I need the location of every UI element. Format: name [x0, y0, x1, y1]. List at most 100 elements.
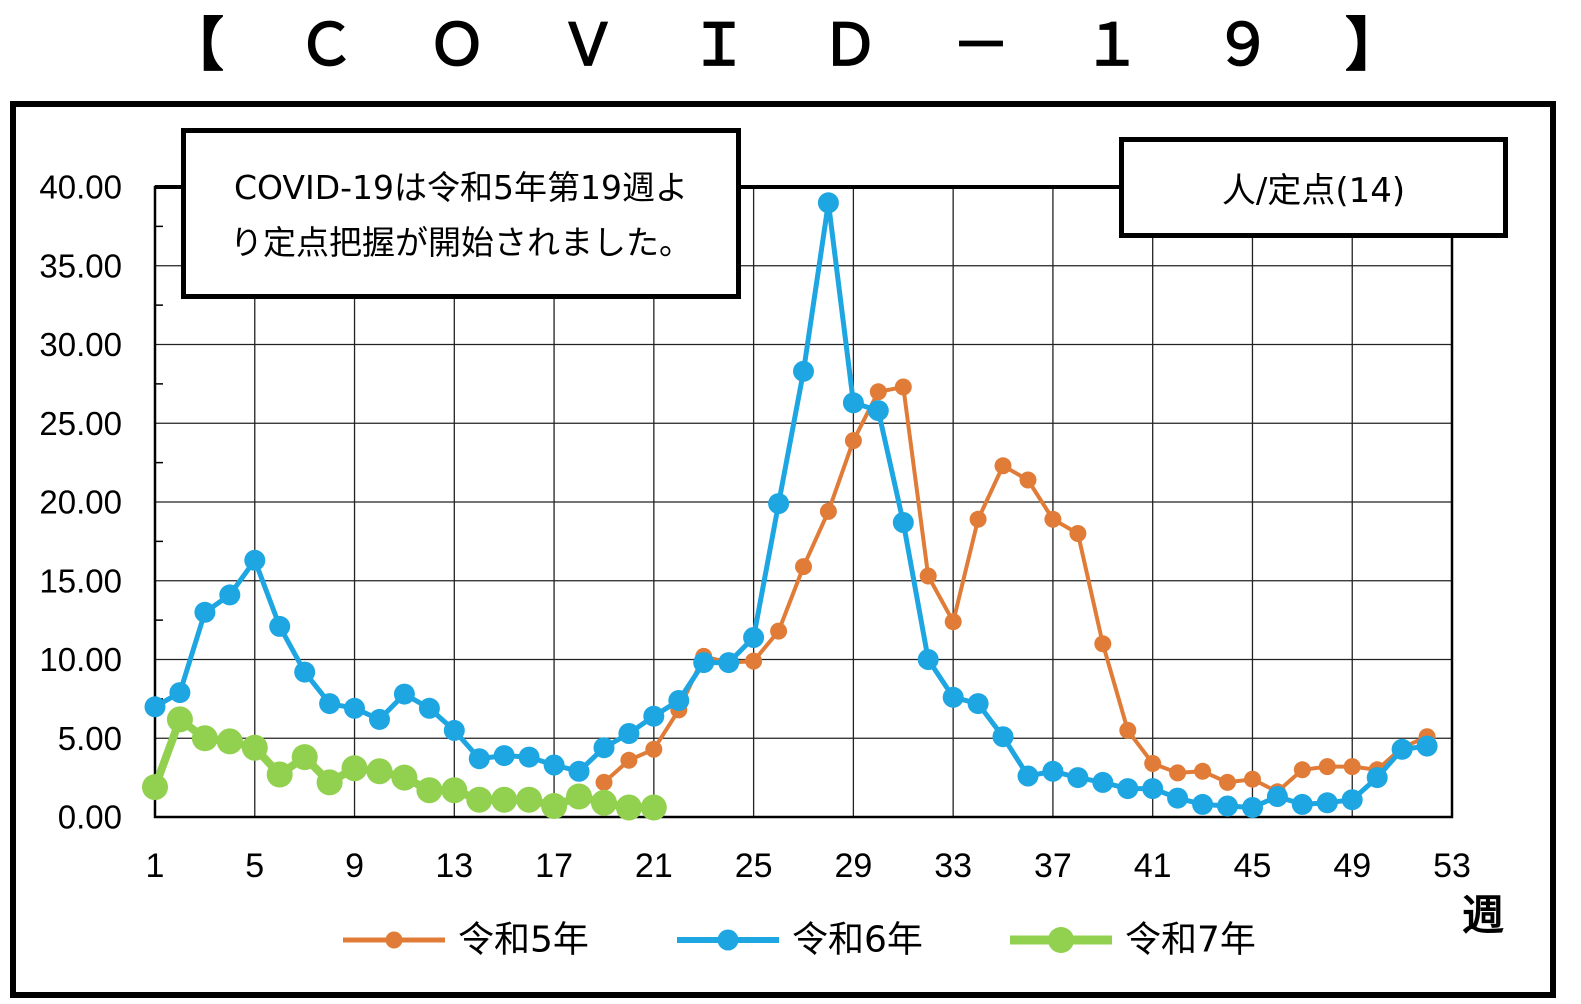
x-tick-label: 53 [1433, 847, 1471, 885]
data-point [316, 769, 343, 796]
x-tick-label: 41 [1134, 847, 1172, 885]
data-point [892, 512, 914, 533]
data-point [566, 783, 592, 810]
legend: 令和5年 令和6年 令和7年 [343, 920, 1256, 961]
data-point [817, 192, 839, 214]
chart-frame [10, 101, 1556, 998]
data-point [241, 734, 268, 761]
data-point [618, 723, 640, 744]
data-point [1244, 770, 1261, 788]
data-point [319, 693, 341, 715]
series-2 [144, 192, 1438, 818]
data-point [745, 652, 763, 670]
chart-title: 【ＣＯＶＩＤ－１９】 [166, 11, 1477, 79]
x-tick-label: 1 [146, 847, 165, 885]
data-point [541, 793, 568, 819]
y-tick-label: 15.00 [39, 562, 122, 599]
data-point [1341, 789, 1363, 811]
data-point [1242, 797, 1263, 818]
data-point [1092, 771, 1114, 793]
data-point [944, 613, 962, 631]
legend-marker [717, 929, 739, 951]
data-point [516, 786, 543, 813]
data-point [1142, 778, 1164, 800]
x-axis-label: 週 [1462, 891, 1504, 940]
legend-label: 令和7年 [1125, 920, 1256, 961]
data-point [1067, 767, 1089, 789]
data-point [344, 697, 365, 719]
data-point [593, 737, 615, 759]
data-point [969, 510, 987, 528]
data-point [142, 774, 168, 801]
y-tick-label: 20.00 [39, 484, 122, 521]
data-point [191, 725, 218, 752]
x-tick-label: 33 [934, 847, 972, 885]
data-point [768, 493, 790, 515]
x-tick-label: 29 [834, 847, 872, 885]
data-point [166, 706, 193, 733]
data-point [1169, 764, 1187, 782]
data-point [194, 601, 216, 623]
data-point [266, 761, 293, 788]
data-point [1416, 735, 1438, 757]
data-point [770, 622, 788, 640]
data-point [942, 686, 964, 708]
series-1 [595, 378, 1436, 801]
series-3 [142, 706, 667, 821]
data-point [640, 794, 667, 821]
data-point [1044, 510, 1062, 528]
y-tick-label: 40.00 [39, 169, 122, 206]
y-axis-unit-label: 人/定点(14) [1221, 171, 1406, 211]
series-line [153, 200, 1428, 810]
data-point [1266, 786, 1288, 807]
data-point [793, 360, 814, 382]
legend-label: 令和6年 [792, 920, 923, 961]
legend-marker [1048, 927, 1074, 953]
data-point [443, 719, 465, 741]
data-point [418, 697, 440, 719]
data-point [967, 693, 989, 715]
data-point [466, 786, 493, 813]
x-tick-label: 45 [1234, 847, 1272, 885]
data-point [620, 751, 638, 769]
data-point [867, 400, 889, 422]
data-point [294, 661, 316, 683]
x-tick-label: 13 [435, 847, 473, 885]
data-point [1293, 761, 1311, 779]
data-point [416, 777, 443, 804]
data-point [493, 745, 515, 767]
data-point [1318, 758, 1336, 776]
legend-label: 令和5年 [458, 920, 589, 961]
data-point [366, 758, 393, 785]
annotation-box: COVID-19は令和5年第19週よ り定点把握が開始されました。 [181, 128, 741, 299]
x-tick-label: 37 [1034, 847, 1072, 885]
data-point [1291, 793, 1313, 815]
data-point [869, 383, 887, 401]
annotation-line: り定点把握が開始されました。 [230, 223, 692, 262]
data-point [844, 432, 862, 450]
data-point [1117, 778, 1139, 800]
series-line [602, 385, 1428, 794]
data-point [1219, 773, 1236, 791]
data-point [917, 649, 939, 670]
annotation-line: COVID-19は令和5年第19週よ [233, 168, 689, 207]
data-point [1316, 792, 1338, 814]
data-point [291, 744, 318, 771]
data-point [219, 584, 241, 606]
y-tick-label: 35.00 [39, 247, 122, 284]
data-point [919, 567, 937, 585]
data-point [441, 777, 468, 804]
data-point [992, 726, 1014, 748]
data-point [543, 754, 565, 776]
data-point [269, 615, 291, 637]
data-point [718, 652, 740, 674]
data-point [842, 392, 864, 414]
data-point [491, 786, 518, 813]
data-point [994, 457, 1012, 475]
data-point [1017, 765, 1039, 787]
data-point [595, 773, 613, 791]
data-point [1391, 738, 1413, 760]
data-point [1069, 525, 1087, 542]
data-point [1343, 758, 1361, 776]
data-point [216, 728, 243, 755]
